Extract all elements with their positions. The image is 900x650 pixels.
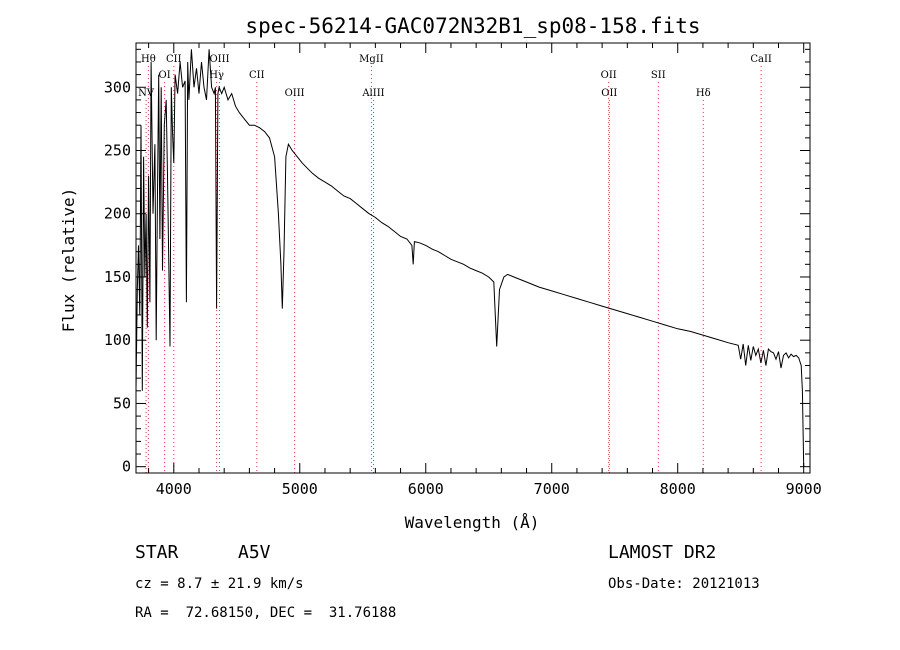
y-tick-label: 150 — [104, 268, 131, 286]
y-tick-label: 0 — [122, 458, 131, 476]
y-tick-label: 200 — [104, 205, 131, 223]
line-marker-label: OII — [601, 70, 617, 81]
x-tick-label: 7000 — [534, 480, 570, 498]
redshift-info: cz = 8.7 ± 21.9 km/s — [135, 576, 304, 592]
line-marker-label: SII — [651, 70, 666, 81]
spectrum-line — [135, 49, 805, 467]
y-tick-label: 100 — [104, 331, 131, 349]
y-axis-label: Flux (relative) — [59, 188, 78, 333]
line-marker-label: NV — [138, 88, 155, 99]
survey-name: LAMOST DR2 — [608, 542, 717, 563]
line-markers: Hθ NV OI CII OIII Hγ CII OIII MgII AlIII OII OII SII… — [138, 54, 772, 473]
line-marker-label: AlIII — [361, 88, 384, 99]
line-marker-label: OII — [601, 88, 617, 99]
line-marker-label: OI — [159, 70, 171, 81]
plot-frame — [135, 42, 811, 474]
x-tick-label: 8000 — [660, 480, 696, 498]
line-marker-label: Hδ — [696, 88, 711, 99]
y-tick-label: 250 — [104, 142, 131, 160]
y-tick-label: 50 — [113, 394, 131, 412]
line-marker-label: CII — [166, 54, 182, 65]
x-tick-label: 5000 — [282, 480, 318, 498]
line-marker-label: CaII — [750, 54, 772, 65]
line-marker-label: Hγ — [209, 70, 224, 81]
line-marker-label: OIII — [285, 88, 305, 99]
coordinates: RA = 72.68150, DEC = 31.76188 — [135, 605, 397, 621]
x-tick-label: 9000 — [786, 480, 822, 498]
line-marker-label: Hθ — [141, 54, 156, 65]
line-marker-label: CII — [249, 70, 265, 81]
x-tick-label: 4000 — [156, 480, 192, 498]
spectral-subclass: A5V — [238, 542, 271, 563]
line-marker-label: OIII — [209, 54, 229, 65]
axis-ticks: 4000 5000 6000 7000 8000 9000 0 50 100 150 200 250 3… — [104, 43, 822, 498]
x-tick-label: 6000 — [408, 480, 444, 498]
object-type: STAR — [135, 542, 179, 563]
chart-title: spec-56214-GAC072N32B1_sp08-158.fits — [245, 14, 700, 38]
line-marker-label: MgII — [359, 54, 384, 65]
obs-date: Obs-Date: 20121013 — [608, 576, 760, 592]
y-tick-label: 300 — [104, 78, 131, 96]
x-axis-label: Wavelength (Å) — [405, 513, 540, 532]
